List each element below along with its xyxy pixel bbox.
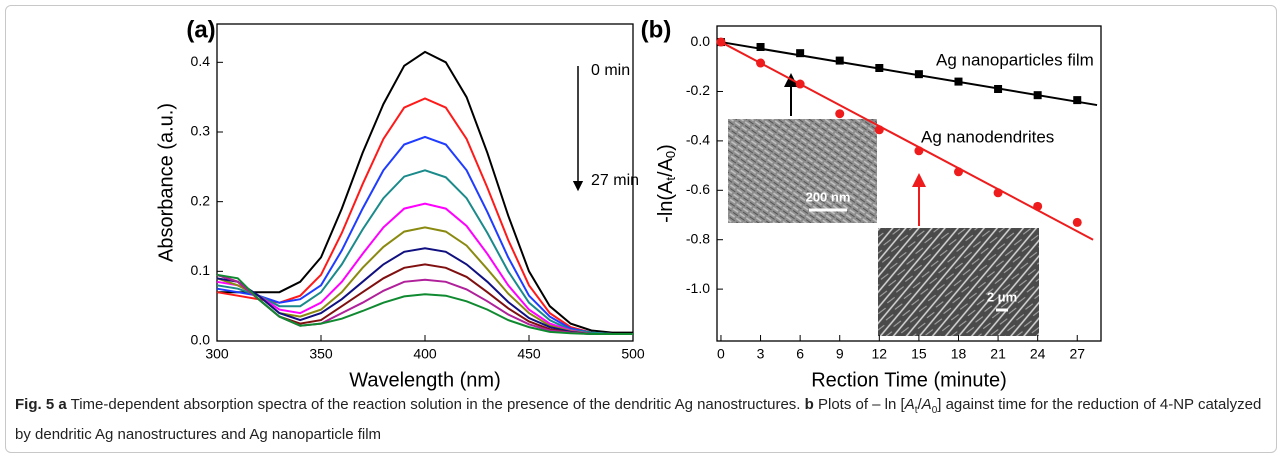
marker [874, 125, 884, 135]
x-tick-label: 450 [517, 346, 541, 362]
caption-symbol: A [904, 396, 915, 413]
spectrum-line [216, 135, 633, 335]
y-tick-label: -0.2 [686, 82, 710, 98]
marker [756, 58, 766, 68]
marker [953, 167, 963, 177]
spectrum-line [216, 97, 633, 335]
spectrum-line [216, 169, 633, 335]
marker [756, 43, 765, 51]
caption-part: b [804, 396, 814, 413]
y-axis-label-part: ) [655, 144, 677, 151]
y-tick-label: -0.4 [686, 132, 710, 148]
marker [914, 70, 923, 79]
y-tick-label: 0.0 [191, 332, 211, 348]
scale-label: 200 nm [806, 189, 851, 204]
caption-symbol: A [921, 396, 932, 413]
caption-sub: t [914, 405, 918, 416]
scale-label: 2 μm [987, 289, 1017, 304]
marker [994, 85, 1003, 93]
x-tick-label: 21 [990, 346, 1006, 362]
plot-frame [716, 25, 1102, 342]
series-label: Ag nanoparticles film [936, 50, 1094, 69]
y-axis-label: -ln(At/A0) [655, 144, 678, 223]
spectrum-line [216, 202, 633, 335]
caption: Fig. 5 a Time-dependent absorption spect… [15, 393, 1270, 447]
x-tick-label: 9 [836, 346, 844, 362]
caption-text: / [917, 396, 922, 413]
caption-text: Time-dependent absorption spectra of the… [66, 396, 805, 413]
panel-label: (a) [186, 16, 215, 43]
spectrum-line [217, 50, 633, 334]
y-axis-label-part: t [663, 177, 678, 181]
marker [993, 188, 1003, 198]
x-axis-label: Wavelength (nm) [349, 369, 501, 391]
series-label: Ag nanodendrites [921, 127, 1054, 146]
y-axis-label-part: 0 [663, 151, 678, 158]
marker [1033, 91, 1042, 100]
annotation: 0 min [591, 62, 630, 79]
marker [914, 146, 924, 156]
x-axis-label: Rection Time (minute) [811, 369, 1007, 391]
x-tick-label: 400 [413, 346, 437, 362]
spectrum-line [216, 273, 633, 335]
y-axis-label-part: -ln(A [655, 180, 677, 223]
y-tick-label: 0.0 [691, 33, 711, 49]
annotation: 27 min [591, 172, 639, 189]
marker [835, 56, 844, 65]
x-tick-label: 27 [1069, 346, 1085, 362]
caption-part: a [58, 396, 67, 413]
marker [1072, 217, 1082, 227]
panel-label: (b) [641, 16, 672, 43]
marker [1033, 201, 1043, 211]
x-tick-label: 300 [205, 346, 229, 362]
x-tick-label: 18 [951, 346, 967, 362]
y-tick-label: -0.6 [686, 181, 710, 197]
spectrum-line [216, 273, 633, 335]
inset-image [728, 119, 877, 223]
x-tick-label: 15 [911, 346, 927, 362]
y-tick-label: 0.1 [191, 262, 211, 278]
marker [795, 79, 805, 89]
y-tick-label: 0.3 [191, 123, 211, 139]
marker [1073, 96, 1082, 105]
inset-image [878, 228, 1039, 336]
x-tick-label: 0 [717, 346, 725, 362]
caption-label: Fig. 5 [15, 396, 55, 413]
marker [954, 77, 963, 86]
marker [835, 109, 845, 119]
spectrum-line [216, 247, 633, 335]
y-tick-label: -1.0 [686, 280, 710, 296]
x-tick-label: 3 [757, 346, 765, 362]
marker [875, 64, 884, 72]
x-tick-label: 6 [796, 346, 804, 362]
caption-sub: 0 [931, 405, 938, 416]
y-tick-label: -0.8 [686, 230, 710, 246]
x-tick-label: 350 [309, 346, 333, 362]
x-tick-label: 24 [1030, 346, 1046, 362]
y-axis-label-part: /A [655, 157, 677, 177]
fit-line [720, 41, 1094, 241]
figure: 300 350 400 450 500 0.0 0.1 0.2 0.3 0.4 Wavelength… [5, 5, 1277, 453]
y-tick-label: 0.4 [191, 53, 211, 69]
y-tick-label: 0.2 [191, 192, 211, 208]
marker [796, 49, 805, 58]
y-axis-label: Absorbance (a.u.) [155, 103, 177, 262]
x-tick-label: 500 [621, 346, 645, 362]
caption-text: Plots of – ln [ [813, 396, 905, 413]
caption-text: ] against time for the reduction of 4-NP… [15, 396, 1262, 443]
charts: 300 350 400 450 5000.00.10.20.30.4Wavelength… [155, 16, 1102, 391]
x-tick-label: 12 [872, 346, 888, 362]
marker [716, 37, 726, 47]
